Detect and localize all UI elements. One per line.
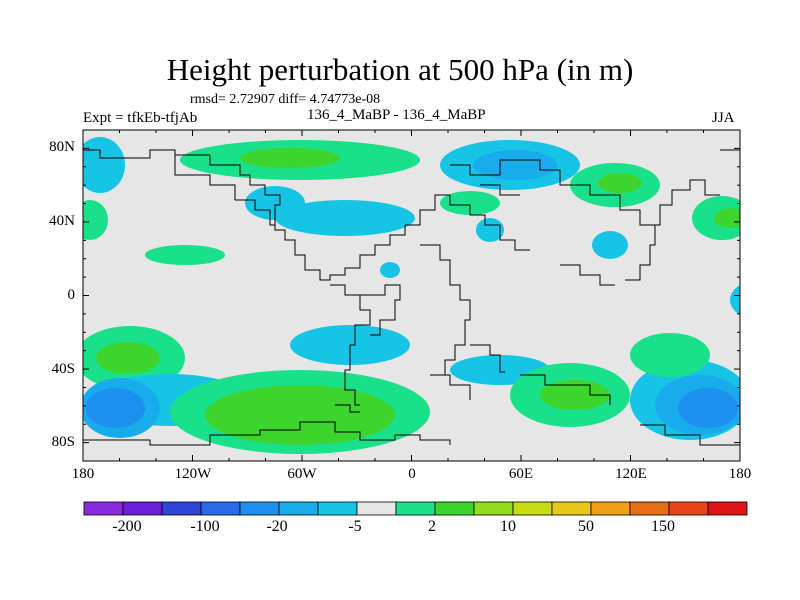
colorbar-box — [239, 501, 280, 516]
colorbar-label: -5 — [348, 518, 362, 535]
colorbar-box — [317, 501, 358, 516]
x-tick-label: 60E — [508, 466, 534, 482]
colorbar-label: -20 — [266, 518, 288, 535]
colorbar-box — [434, 501, 475, 516]
case-label: 136_4_MaBP - 136_4_MaBP — [307, 107, 486, 123]
colorbar-box — [629, 501, 670, 516]
colorbar-label: 2 — [428, 518, 436, 535]
y-tick-label: 40N — [49, 213, 75, 229]
colorbar-box — [278, 501, 319, 516]
colorbar-label: -200 — [112, 518, 142, 535]
colorbar-label: 10 — [500, 518, 516, 535]
chart-title: Height perturbation at 500 hPa (in m) — [166, 52, 634, 87]
y-tick-label: 40S — [51, 361, 75, 377]
x-tick-label: 180 — [728, 466, 752, 482]
x-tick-label: 180 — [71, 466, 95, 482]
colorbar-box — [707, 501, 748, 516]
colorbar-boxes — [83, 501, 748, 516]
colorbar-box — [668, 501, 709, 516]
colorbar-box — [512, 501, 553, 516]
y-tick-label: 80S — [51, 434, 75, 450]
colorbar-box — [200, 501, 241, 516]
colorbar-box — [83, 501, 124, 516]
x-tick-label: 0 — [408, 466, 416, 482]
colorbar-box — [590, 501, 631, 516]
colorbar-label: 150 — [651, 518, 675, 535]
y-tick-label: 0 — [67, 287, 76, 303]
season-label: JJA — [712, 110, 735, 126]
colorbar-label: 50 — [578, 518, 594, 535]
axis-ticks — [82, 129, 741, 462]
colorbar-box — [551, 501, 592, 516]
x-tick-label: 120E — [615, 466, 647, 482]
colorbar-label: -100 — [190, 518, 220, 535]
colorbar-box — [356, 501, 397, 516]
x-tick-label: 60W — [287, 466, 317, 482]
coastlines — [83, 149, 740, 446]
stats-line: rmsd= 2.72907 diff= 4.74773e-08 — [190, 92, 381, 107]
colorbar-box — [161, 501, 202, 516]
experiment-label: Expt = tfkEb-tfjAb — [83, 110, 198, 126]
colorbar-box — [473, 501, 514, 516]
x-tick-label: 120W — [174, 466, 212, 482]
colorbar-box — [122, 501, 163, 516]
y-tick-label: 80N — [49, 139, 75, 155]
colorbar-box — [395, 501, 436, 516]
